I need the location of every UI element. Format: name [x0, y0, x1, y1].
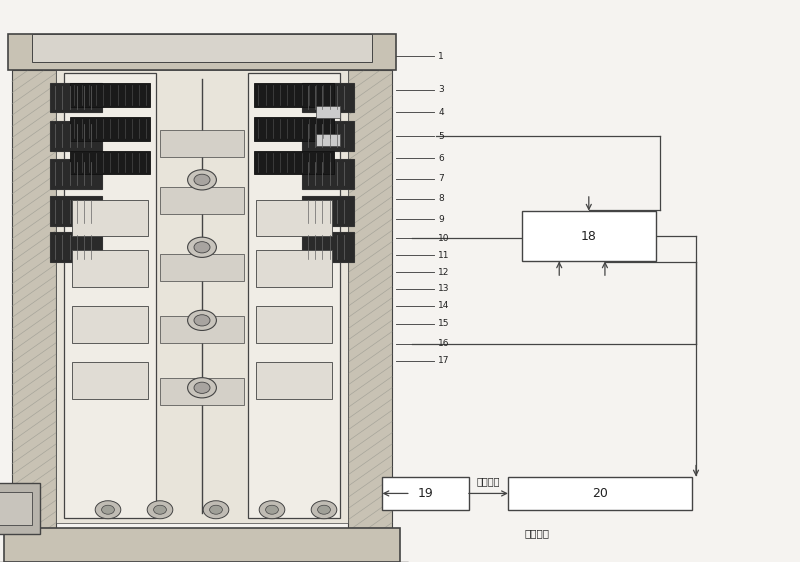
Text: 7: 7 — [438, 174, 444, 183]
Circle shape — [95, 501, 121, 519]
Circle shape — [187, 378, 216, 398]
Bar — [256, 362, 332, 399]
Circle shape — [266, 505, 278, 514]
Text: 18: 18 — [581, 229, 597, 243]
Circle shape — [210, 505, 222, 514]
Text: 19: 19 — [418, 487, 434, 500]
Bar — [256, 250, 332, 287]
Text: 1: 1 — [438, 52, 444, 61]
Text: 8: 8 — [438, 194, 444, 203]
Bar — [522, 211, 656, 261]
Bar — [32, 34, 372, 62]
Bar — [302, 159, 354, 189]
Text: 11: 11 — [438, 251, 450, 260]
Bar — [72, 200, 148, 236]
Bar — [160, 316, 244, 343]
Circle shape — [259, 501, 285, 519]
Bar — [254, 83, 334, 107]
Bar — [70, 83, 150, 107]
Circle shape — [187, 310, 216, 330]
Text: 转速信号: 转速信号 — [477, 476, 500, 486]
Bar — [0, 492, 32, 525]
Bar — [72, 250, 148, 287]
Bar — [316, 134, 340, 146]
Text: 4: 4 — [438, 108, 444, 117]
Bar — [12, 70, 56, 528]
Text: 6: 6 — [438, 154, 444, 163]
Bar — [302, 83, 354, 112]
Text: 5: 5 — [438, 132, 444, 140]
Bar — [0, 483, 40, 534]
Bar — [256, 200, 332, 236]
Bar — [348, 70, 392, 528]
Circle shape — [102, 505, 114, 514]
Bar — [302, 121, 354, 151]
Circle shape — [194, 315, 210, 326]
Bar — [160, 378, 244, 405]
Bar — [70, 117, 150, 140]
Bar — [254, 151, 334, 174]
Text: 控刻信号: 控刻信号 — [525, 528, 550, 538]
Bar — [160, 187, 244, 214]
Bar — [72, 306, 148, 343]
Text: 12: 12 — [438, 268, 450, 277]
Bar — [8, 34, 396, 70]
Text: 9: 9 — [438, 215, 444, 224]
Bar — [508, 477, 692, 510]
Bar — [64, 73, 156, 518]
Bar — [160, 254, 244, 281]
Circle shape — [203, 501, 229, 519]
Circle shape — [194, 242, 210, 253]
Text: 15: 15 — [438, 319, 450, 328]
Bar — [56, 70, 348, 523]
Text: 16: 16 — [438, 339, 450, 348]
Circle shape — [194, 382, 210, 393]
Bar — [50, 196, 102, 226]
Circle shape — [187, 170, 216, 190]
Bar — [4, 528, 400, 562]
Text: 20: 20 — [592, 487, 608, 500]
Bar — [382, 477, 469, 510]
Bar — [316, 106, 340, 118]
Text: 13: 13 — [438, 284, 450, 293]
Text: 14: 14 — [438, 301, 450, 310]
Circle shape — [154, 505, 166, 514]
Circle shape — [311, 501, 337, 519]
Circle shape — [187, 237, 216, 257]
Bar — [50, 83, 102, 112]
Bar — [256, 306, 332, 343]
Circle shape — [194, 174, 210, 185]
Text: 3: 3 — [438, 85, 444, 94]
Bar — [50, 232, 102, 262]
Bar — [50, 121, 102, 151]
Bar — [70, 151, 150, 174]
Bar — [302, 196, 354, 226]
Bar — [50, 159, 102, 189]
Text: 17: 17 — [438, 356, 450, 365]
Bar — [248, 73, 340, 518]
Circle shape — [318, 505, 330, 514]
Bar — [160, 130, 244, 157]
Text: 10: 10 — [438, 234, 450, 243]
Bar — [302, 232, 354, 262]
Circle shape — [147, 501, 173, 519]
Bar — [254, 117, 334, 140]
Bar — [72, 362, 148, 399]
